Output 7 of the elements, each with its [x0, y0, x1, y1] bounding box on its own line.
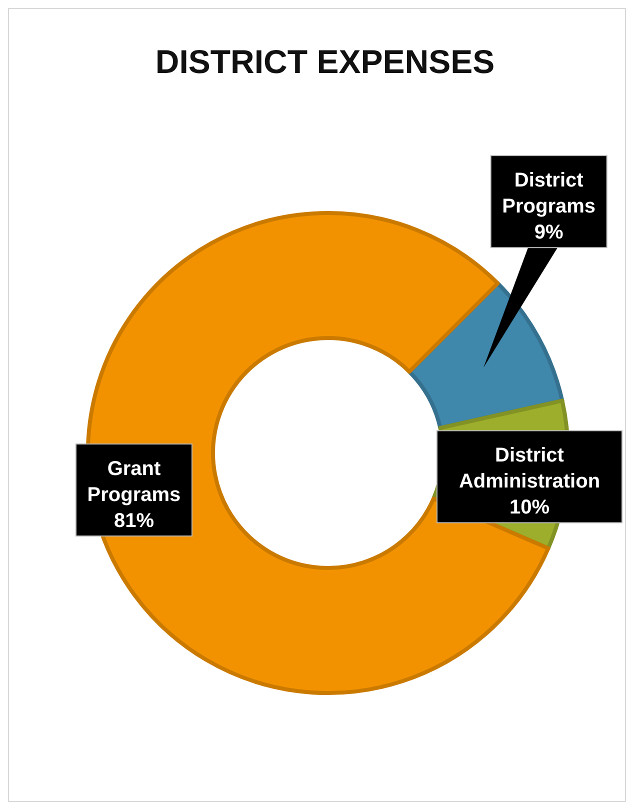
slice-label: District Programs — [502, 170, 596, 218]
chart-title: DISTRICT EXPENSES — [155, 43, 495, 80]
data-label: 81% — [114, 510, 154, 532]
data-label: 10% — [509, 496, 550, 519]
data-label: 9% — [534, 222, 564, 244]
slice-label: District Administration — [458, 444, 600, 493]
slice-label: Grant Programs — [87, 458, 181, 506]
